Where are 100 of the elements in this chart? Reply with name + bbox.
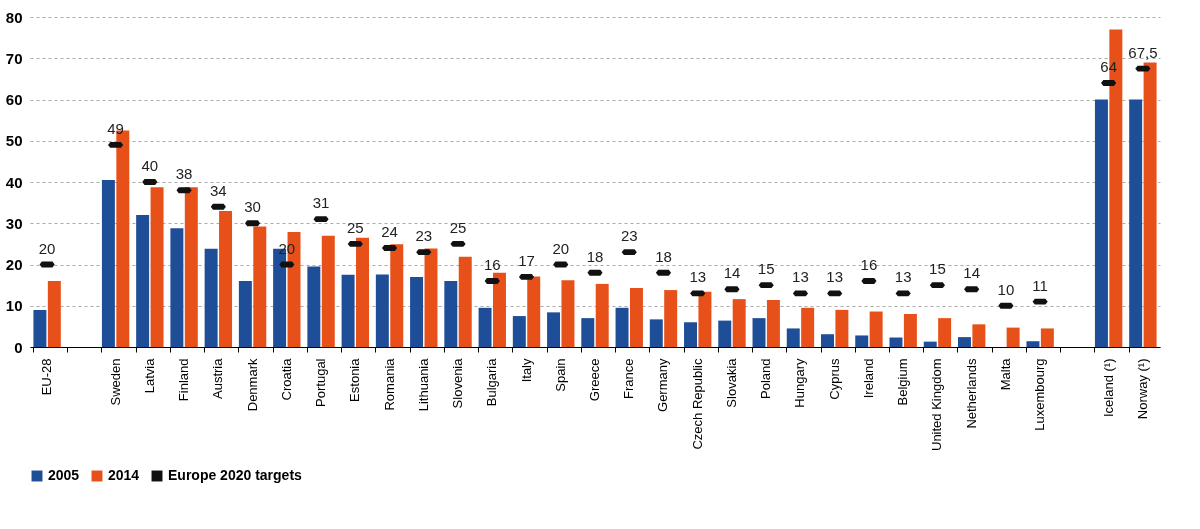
bar [356,237,369,347]
data-label: 14 [963,264,981,282]
bar [732,299,746,347]
x-tick-label: Lithuania [415,357,431,412]
x-tick-label: Germany [655,358,671,412]
bar [170,228,184,347]
bar [1094,99,1108,347]
data-label: 23 [415,227,433,245]
bar [561,280,575,347]
x-tick-label: Romania [381,357,397,411]
bar [615,307,629,347]
bar [1143,62,1157,347]
bar [835,309,849,347]
bar [219,210,233,347]
bar [512,316,526,347]
data-label: 18 [586,247,604,265]
y-tick-label: 20 [5,256,23,273]
x-tick-label: Denmark [244,358,260,412]
data-label: 16 [860,256,878,273]
data-label: 13 [826,268,844,286]
data-label: 13 [792,268,809,286]
data-label: 25 [449,218,467,236]
bar [869,311,883,347]
y-tick-label: 40 [5,173,23,191]
data-label: 15 [757,260,775,278]
x-tick-label: Croatia [278,357,294,401]
x-tick-label: Slovakia [723,357,739,408]
data-label: 24 [381,223,398,240]
bar [253,226,267,347]
bar [307,266,321,347]
bar [204,248,218,347]
legend-label: 2005 [48,467,80,483]
bar [1026,341,1040,347]
data-label: 20 [38,239,56,257]
y-tick-label: 0 [14,338,23,356]
bar [923,341,937,347]
bar [390,244,404,347]
x-tick-label: Czech Republic [689,358,705,450]
x-tick-label: Latvia [141,357,157,394]
x-tick-label: Ireland [860,358,876,399]
bar [136,215,150,347]
data-label: 38 [175,165,193,183]
x-tick-label: Cyprus [826,358,842,400]
x-tick-label: Malta [997,357,1013,391]
x-tick-label: Iceland (¹) [1100,358,1116,418]
data-label: 11 [1032,276,1048,294]
bar [1006,327,1020,347]
data-label: 15 [929,260,946,278]
data-label: 10 [997,280,1015,298]
data-label: 30 [244,198,261,216]
bar [938,318,952,347]
x-tick-label: Sweden [107,358,123,406]
bar [321,235,335,347]
x-tick-label: Netherlands [963,358,979,429]
x-tick-label: Belgium [895,358,911,406]
bar [957,337,971,347]
bar [581,318,595,347]
bar [903,314,917,347]
x-tick-label: Finland [176,358,192,402]
bar [478,307,492,347]
x-tick-label: Portugal [313,358,329,407]
bar [718,320,732,347]
y-tick-label: 60 [5,91,23,108]
y-tick-label: 50 [5,132,23,150]
data-label: 20 [278,239,296,257]
x-tick-label: Hungary [792,358,808,408]
bar [184,187,198,347]
data-label: 31 [312,194,330,212]
bar [801,307,815,347]
data-label: 16 [483,256,501,273]
bar [889,337,903,347]
data-label: 13 [689,268,707,286]
data-label: 14 [723,264,741,282]
bar [595,283,609,347]
bar [629,288,643,347]
bar [47,281,61,347]
bar [1040,328,1054,347]
bar [547,312,561,347]
y-tick-label: 70 [5,49,23,67]
data-label: 40 [141,157,159,174]
legend-label: Europe 2020 targets [168,467,303,483]
data-label: 18 [655,247,672,265]
bar [444,281,458,347]
bar [410,276,424,347]
bar [698,291,712,347]
data-label: 34 [209,181,227,199]
bar [150,187,164,347]
bar [424,248,438,347]
x-tick-label: Spain [552,358,568,392]
bar [855,335,869,347]
x-tick-label: Luxembourg [1032,358,1048,431]
data-label: 25 [346,218,364,236]
bar [752,318,766,347]
x-tick-label: Bulgaria [484,357,500,407]
bar [684,322,698,347]
x-tick-label: Greece [587,358,602,402]
bar [492,272,506,347]
y-tick-label: 80 [5,8,23,26]
bar [1129,99,1143,347]
data-label: 23 [620,227,638,245]
